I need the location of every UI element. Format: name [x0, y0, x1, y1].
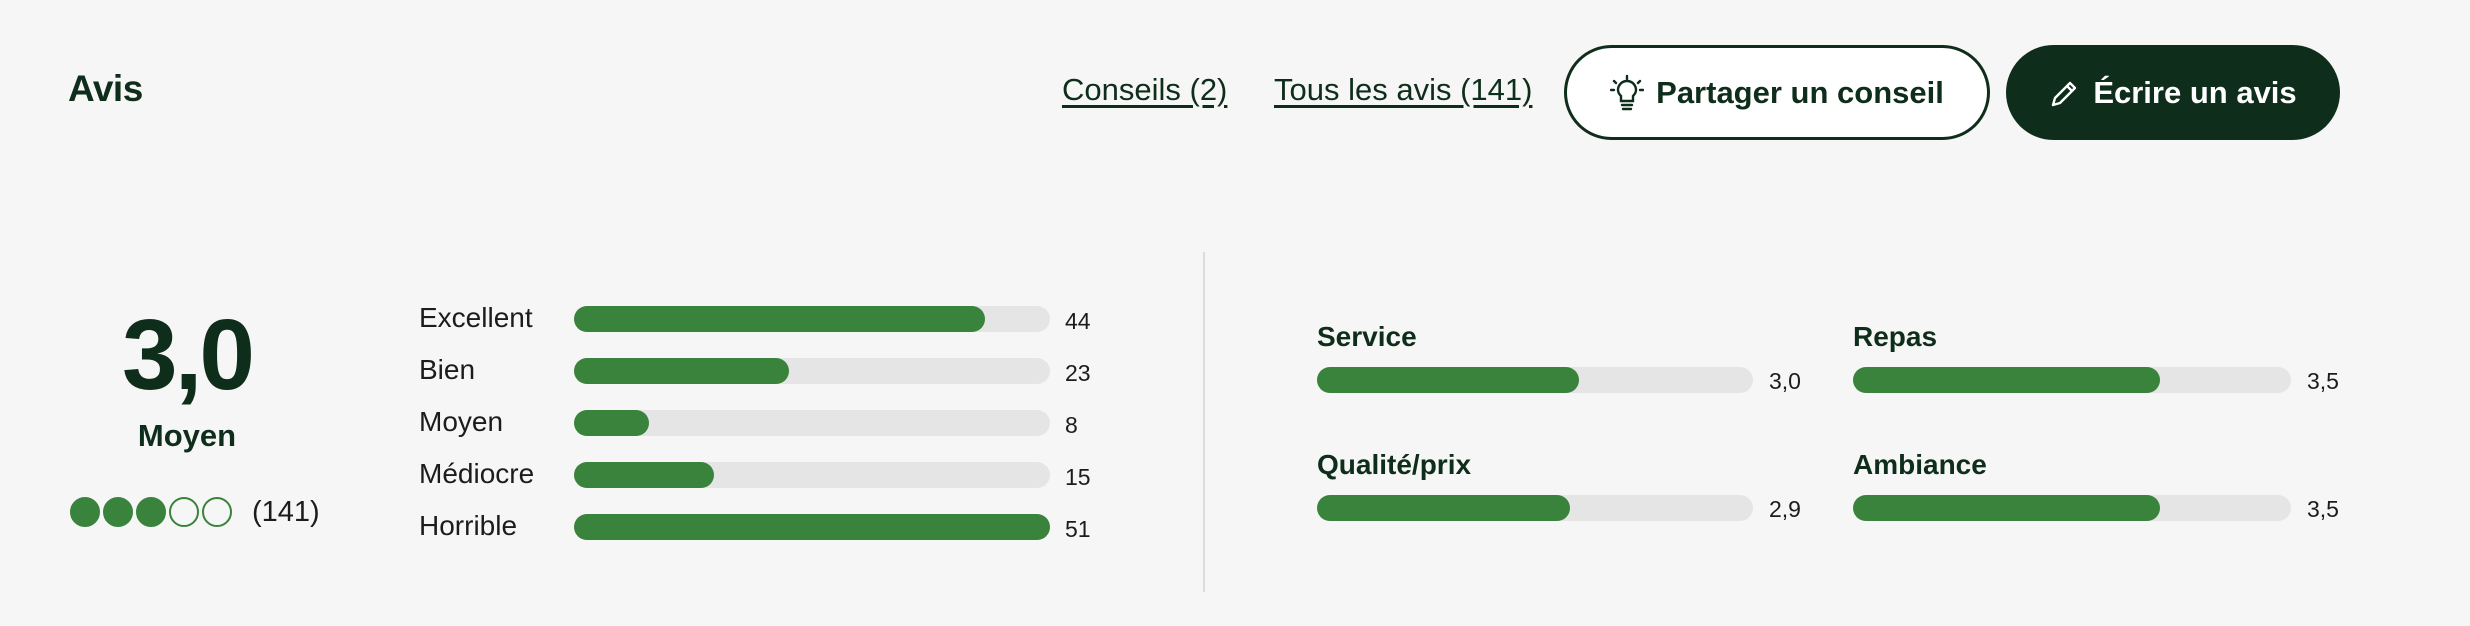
bar-track	[1853, 367, 2291, 393]
bulb-icon	[1610, 74, 1645, 110]
distribution-label: Moyen	[419, 406, 504, 437]
bar-track	[574, 306, 1050, 332]
bubble	[202, 497, 232, 527]
bubble	[169, 497, 199, 527]
overall-score: 3,0	[121, 299, 255, 411]
subrating-bar	[1317, 495, 1570, 521]
subrating-value: 3,5	[2307, 368, 2339, 394]
distribution-count: 15	[1065, 464, 1091, 490]
subrating-bar	[1853, 367, 2160, 393]
review-count: (141)	[252, 496, 320, 528]
bubble	[136, 497, 166, 527]
distribution-label: Bien	[419, 354, 476, 385]
distribution-label: Horrible	[419, 510, 518, 541]
write-review-button[interactable]: Écrire un avis	[2006, 45, 2340, 140]
distribution-count: 8	[1065, 412, 1078, 438]
bar-track	[574, 514, 1050, 540]
subrating-bar	[1317, 367, 1579, 393]
bar-track	[1317, 367, 1753, 393]
bubble	[103, 497, 133, 527]
subrating-label: Repas	[1853, 321, 1938, 352]
subrating-bar	[1853, 495, 2160, 521]
overall-verdict: Moyen	[137, 418, 237, 453]
distribution-bar	[574, 410, 649, 436]
subrating-value: 3,5	[2307, 496, 2339, 522]
subrating-label: Ambiance	[1853, 449, 1987, 480]
button-label: Partager un conseil	[1656, 74, 1944, 110]
distribution-bar	[574, 358, 789, 384]
subrating-value: 2,9	[1769, 496, 1801, 522]
bubble	[70, 497, 100, 527]
pencil-icon	[2052, 81, 2077, 106]
distribution-bar	[574, 306, 985, 332]
bar-track	[574, 410, 1050, 436]
rating-bubbles	[70, 497, 232, 527]
bar-track	[574, 462, 1050, 488]
bar-track	[574, 358, 1050, 384]
subrating-value: 3,0	[1769, 368, 1801, 394]
button-label: Écrire un avis	[2093, 74, 2297, 110]
distribution-count: 51	[1065, 516, 1091, 542]
tips-link[interactable]: Conseils (2)	[1062, 72, 1228, 107]
distribution-count: 23	[1065, 360, 1091, 386]
divider	[1203, 252, 1205, 592]
distribution-label: Médiocre	[419, 458, 535, 489]
distribution-bar	[574, 462, 714, 488]
all-reviews-link[interactable]: Tous les avis (141)	[1274, 72, 1533, 107]
section-title: Avis	[68, 68, 143, 109]
subrating-label: Service	[1317, 321, 1417, 352]
subrating-label: Qualité/prix	[1317, 449, 1472, 480]
distribution-label: Excellent	[419, 302, 533, 333]
bar-track	[1853, 495, 2291, 521]
share-tip-button[interactable]: Partager un conseil	[1564, 45, 1990, 140]
distribution-bar	[574, 514, 1050, 540]
distribution-count: 44	[1065, 308, 1091, 334]
bar-track	[1317, 495, 1753, 521]
